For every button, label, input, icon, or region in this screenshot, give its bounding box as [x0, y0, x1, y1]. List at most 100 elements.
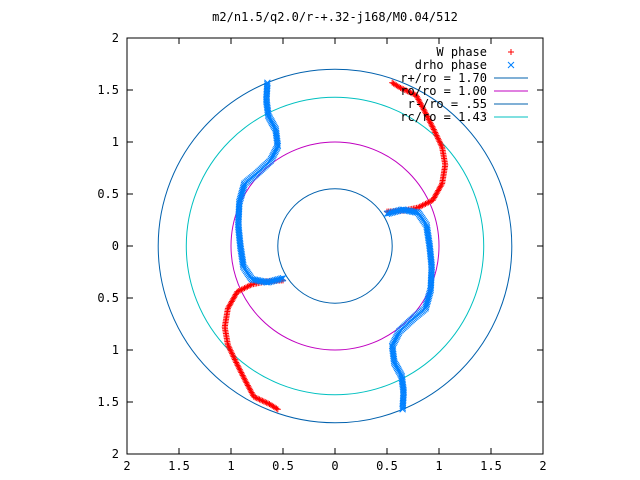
- data-point: [238, 371, 245, 377]
- data-point: [279, 274, 287, 282]
- data-point: [383, 210, 391, 218]
- data-point: [237, 287, 244, 294]
- data-point: [243, 379, 250, 386]
- data-point: [406, 88, 413, 95]
- data-point: [423, 200, 430, 207]
- data-point: [420, 106, 427, 113]
- data-point: [259, 397, 266, 404]
- data-point: [253, 395, 260, 402]
- y-tick-label: 1: [112, 343, 119, 357]
- data-point: [401, 86, 408, 93]
- data-point: [236, 365, 243, 372]
- legend-label: r+/ro = 1.70: [400, 71, 487, 85]
- data-point: [235, 363, 242, 370]
- data-point: [278, 275, 285, 283]
- data-point: [233, 360, 240, 367]
- data-point: [433, 132, 440, 139]
- legend-label: drho phase: [415, 58, 487, 72]
- data-point: [241, 376, 248, 383]
- data-point: [232, 358, 239, 365]
- x-tick-label: 1: [227, 459, 234, 473]
- x-tick-label: 1: [435, 459, 442, 473]
- x-tick-label: 2: [123, 459, 130, 473]
- x-tick-label: 2: [539, 459, 546, 473]
- data-point: [403, 87, 410, 94]
- legend-label: r-/ro = .55: [408, 97, 487, 111]
- data-point: [434, 135, 441, 142]
- reference-circles: [157, 68, 513, 424]
- data-point: [227, 347, 234, 354]
- data-point: [229, 352, 236, 359]
- data-point: [434, 133, 441, 140]
- data-point: [385, 209, 392, 217]
- data-point: [425, 116, 432, 123]
- data-point: [257, 397, 264, 404]
- data-point: [241, 375, 248, 382]
- data-point: [241, 285, 248, 292]
- data-point: [425, 199, 432, 206]
- data-point: [426, 198, 433, 205]
- data-point: [424, 113, 431, 120]
- data-point: [242, 378, 249, 385]
- data-point: [234, 362, 241, 369]
- legend-label: ro/ro = 1.00: [400, 84, 487, 98]
- data-point: [438, 142, 445, 149]
- data-point: [234, 288, 241, 295]
- data-point: [428, 122, 435, 129]
- data-point: [237, 368, 244, 375]
- data-point: [427, 120, 434, 127]
- data-point: [226, 344, 233, 351]
- data-point: [431, 127, 438, 134]
- data-point: [432, 129, 439, 136]
- data-point: [404, 88, 411, 95]
- x-tick-label: 0.5: [272, 459, 294, 473]
- data-point: [407, 89, 414, 96]
- y-tick-label: 2: [112, 447, 119, 461]
- legend-label: W phase: [436, 45, 487, 59]
- data-point: [260, 398, 267, 405]
- data-point: [408, 90, 415, 97]
- data-point: [240, 285, 247, 292]
- data-point: [230, 353, 237, 360]
- data-point: [238, 286, 245, 293]
- data-point: [398, 85, 405, 92]
- reference-circle: [185, 96, 485, 396]
- y-tick-label: 1.5: [97, 395, 119, 409]
- data-point: [437, 141, 444, 148]
- data-point: [255, 395, 262, 402]
- legend-marker: [507, 61, 515, 69]
- data-point: [400, 86, 407, 93]
- data-point: [425, 115, 432, 121]
- x-tick-label: 0.5: [376, 459, 398, 473]
- data-point: [229, 350, 236, 357]
- data-point: [247, 282, 254, 289]
- data-point: [430, 126, 437, 133]
- data-point: [436, 138, 443, 145]
- legend-label: rc/ro = 1.43: [400, 110, 487, 124]
- data-point: [263, 399, 270, 406]
- data-point: [238, 369, 245, 376]
- x-tick-label: 1.5: [168, 459, 190, 473]
- axis-ticks: 2 1.5 1 0.5 0 0.5 1 1.5 221.510.500.511.52: [97, 31, 546, 473]
- data-point: [245, 282, 252, 289]
- data-point: [422, 109, 429, 116]
- data-point: [256, 396, 263, 403]
- y-tick-label: 0: [112, 239, 119, 253]
- data-point: [233, 359, 240, 366]
- data-point: [437, 139, 444, 146]
- data-point: [226, 346, 233, 353]
- data-point: [418, 203, 425, 210]
- x-tick-label: 1.5: [480, 459, 502, 473]
- reference-circle: [230, 141, 440, 351]
- data-point: [428, 197, 435, 204]
- data-point: [228, 349, 235, 356]
- data-point: [422, 200, 429, 207]
- data-point: [422, 110, 429, 117]
- data-point: [265, 400, 272, 407]
- reference-circle: [157, 68, 513, 424]
- y-tick-label: 0.5: [97, 291, 119, 305]
- y-tick-label: 0.5: [97, 187, 119, 201]
- x-tick-label: 0: [331, 459, 338, 473]
- data-point: [435, 136, 442, 143]
